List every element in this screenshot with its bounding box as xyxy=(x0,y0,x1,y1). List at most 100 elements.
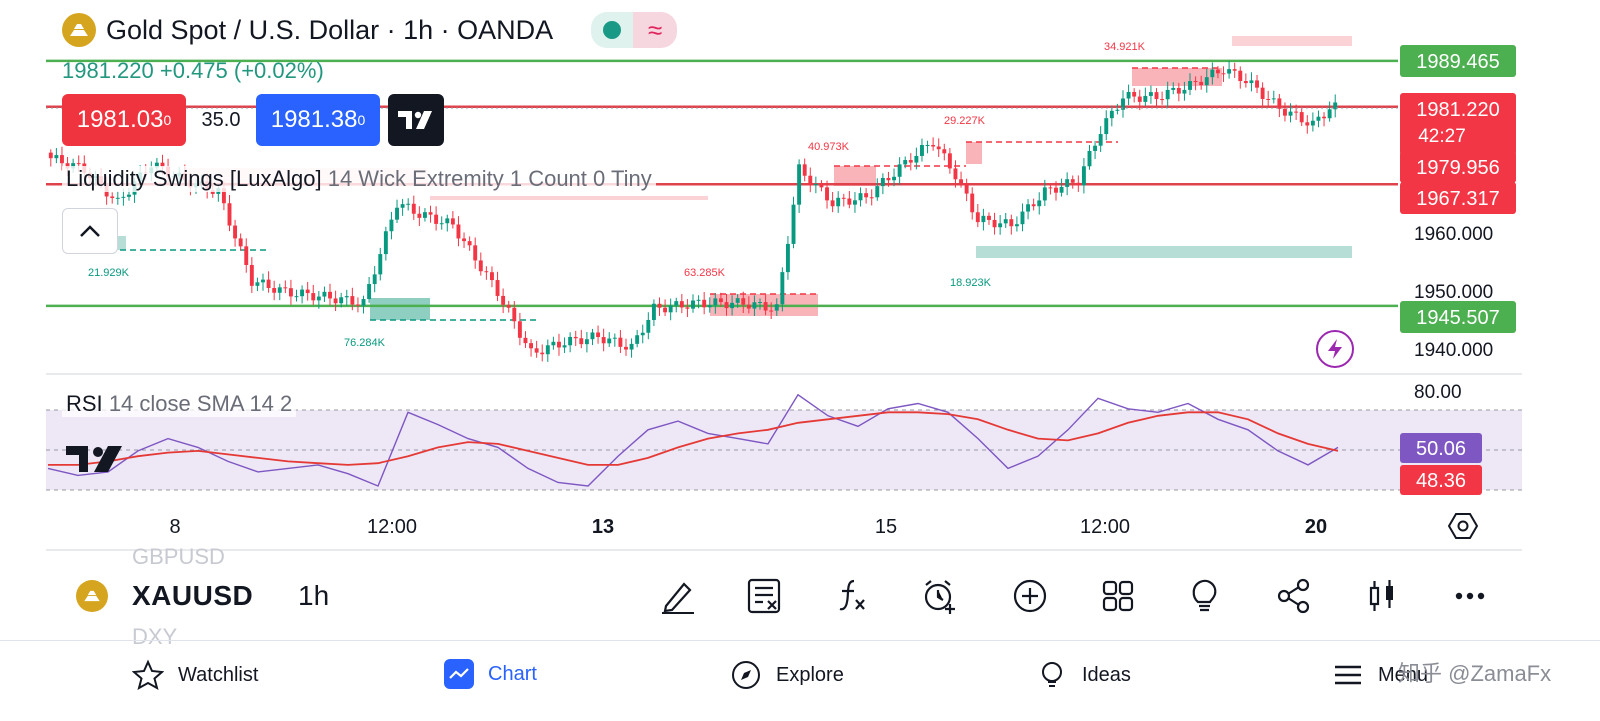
candle-body xyxy=(774,304,779,311)
market-open-icon[interactable] xyxy=(591,12,634,48)
bottom-navigation: Watchlist Chart Explore Ideas Menu xyxy=(0,640,1600,721)
candle-body xyxy=(947,153,952,169)
tradingview-watermark-icon xyxy=(66,444,124,479)
candle-body xyxy=(758,302,762,304)
nav-ideas[interactable]: Ideas xyxy=(1036,659,1131,691)
object-tree-icon[interactable] xyxy=(742,574,786,618)
rsi-sma-line xyxy=(48,411,1339,466)
candle-body xyxy=(512,307,517,322)
candle-body xyxy=(517,321,522,338)
liquidity-zone-red xyxy=(1132,68,1222,86)
price-label: 1967.317 xyxy=(1416,188,1499,210)
candle-body xyxy=(825,187,829,201)
draw-icon[interactable] xyxy=(656,574,700,618)
candle-body xyxy=(1243,81,1248,84)
timeframe-selector[interactable]: 1h xyxy=(298,580,330,611)
candle-body xyxy=(434,214,439,224)
candle-body xyxy=(1115,109,1120,111)
candle-body xyxy=(1171,87,1176,90)
candle-body xyxy=(925,144,930,146)
candle-body xyxy=(1009,219,1014,227)
liquidity-zone-green xyxy=(976,246,1352,258)
candle-body xyxy=(584,339,589,345)
symbol-selector[interactable]: XAUUSD xyxy=(132,580,254,611)
nav-label: Ideas xyxy=(1082,663,1131,686)
price-chart[interactable]: 34.921K 29.227K 40.973K 63.285K 21.929K … xyxy=(0,0,1600,560)
candle-body xyxy=(462,238,466,242)
candle-body xyxy=(545,345,550,355)
rsi-legend[interactable]: RSI 14 close SMA 14 2 xyxy=(62,391,297,417)
buy-button[interactable]: 1981.38 0 xyxy=(256,94,380,146)
price-label: 1981.220 xyxy=(1416,99,1499,121)
candle-type-icon[interactable] xyxy=(1360,574,1404,618)
more-icon[interactable] xyxy=(1448,574,1492,618)
candle-body xyxy=(713,298,718,306)
add-icon[interactable] xyxy=(1008,574,1052,618)
tradingview-logo-icon[interactable] xyxy=(388,94,444,146)
candle-body xyxy=(847,198,852,205)
candle-body xyxy=(1148,92,1153,96)
candle-body xyxy=(1288,111,1293,116)
indicator-legend[interactable]: Liquidity Swings [LuxAlgo] 14 Wick Extre… xyxy=(62,166,656,192)
candle-body xyxy=(439,223,444,225)
candle-body xyxy=(998,223,1003,228)
candle-body xyxy=(864,193,869,198)
ideas-bulb-icon[interactable] xyxy=(1182,574,1226,618)
candle-body xyxy=(1232,69,1237,71)
candle-body xyxy=(1182,89,1187,94)
candle-body xyxy=(657,303,662,308)
sell-button[interactable]: 1981.03 0 xyxy=(62,94,186,146)
candle-body xyxy=(1294,111,1299,113)
candle-body xyxy=(618,337,623,347)
volume-label: 76.284K xyxy=(344,337,386,349)
share-icon[interactable] xyxy=(1272,574,1316,618)
x-tick: 12:00 xyxy=(1080,516,1130,538)
candle-body xyxy=(1048,187,1053,189)
nav-explore[interactable]: Explore xyxy=(730,659,844,691)
candle-body xyxy=(1121,98,1125,110)
symbol-title[interactable]: Gold Spot / U.S. Dollar · 1h · OANDA xyxy=(106,14,554,45)
status-pills[interactable]: ≈ xyxy=(591,12,678,48)
y-tick: 1950.000 xyxy=(1414,282,1493,303)
candle-body xyxy=(456,224,461,239)
x-tick: 15 xyxy=(875,516,897,538)
star-icon xyxy=(132,659,164,691)
indicators-icon[interactable] xyxy=(830,574,874,618)
candle-body xyxy=(797,164,802,205)
candle-body xyxy=(942,149,947,154)
candle-body xyxy=(406,203,411,205)
candle-body xyxy=(316,296,321,301)
liquidity-zone-red xyxy=(1232,36,1352,46)
candle-body xyxy=(1266,98,1271,100)
candle-body xyxy=(590,332,595,340)
collapse-legend-button[interactable] xyxy=(62,208,118,254)
alert-icon[interactable] xyxy=(918,574,962,618)
candle-body xyxy=(411,203,416,214)
rsi-params: 14 close SMA 14 2 xyxy=(108,391,293,416)
candle-body xyxy=(255,282,260,286)
candle-body xyxy=(294,296,299,298)
candle-body xyxy=(1126,91,1131,99)
chart-settings-icon[interactable] xyxy=(1447,512,1479,545)
nav-chart[interactable]: Chart xyxy=(444,659,537,689)
candle-body xyxy=(808,175,813,186)
lightning-icon[interactable] xyxy=(1316,330,1354,368)
candle-body xyxy=(1054,187,1058,193)
chart-icon xyxy=(444,659,474,689)
candle-body xyxy=(233,225,238,239)
candle-body xyxy=(355,304,360,306)
indicator-params: 14 Wick Extremity 1 Count 0 Tiny xyxy=(327,166,652,191)
last-price-change: 1981.220 +0.475 (+0.02%) xyxy=(62,58,324,83)
rsi-value: 50.06 xyxy=(1416,438,1466,460)
nav-watchlist[interactable]: Watchlist xyxy=(132,659,258,691)
layouts-icon[interactable] xyxy=(1096,574,1140,618)
candle-body xyxy=(1165,89,1170,100)
nav-menu[interactable]: Menu xyxy=(1332,659,1428,691)
candle-body xyxy=(60,155,64,164)
candle-body xyxy=(819,184,824,188)
chart-header[interactable]: Gold Spot / U.S. Dollar · 1h · OANDA ≈ xyxy=(62,12,678,48)
candle-body xyxy=(478,260,483,272)
candle-body xyxy=(914,155,919,163)
nav-label: Explore xyxy=(776,663,844,686)
delayed-data-icon[interactable]: ≈ xyxy=(633,12,678,48)
